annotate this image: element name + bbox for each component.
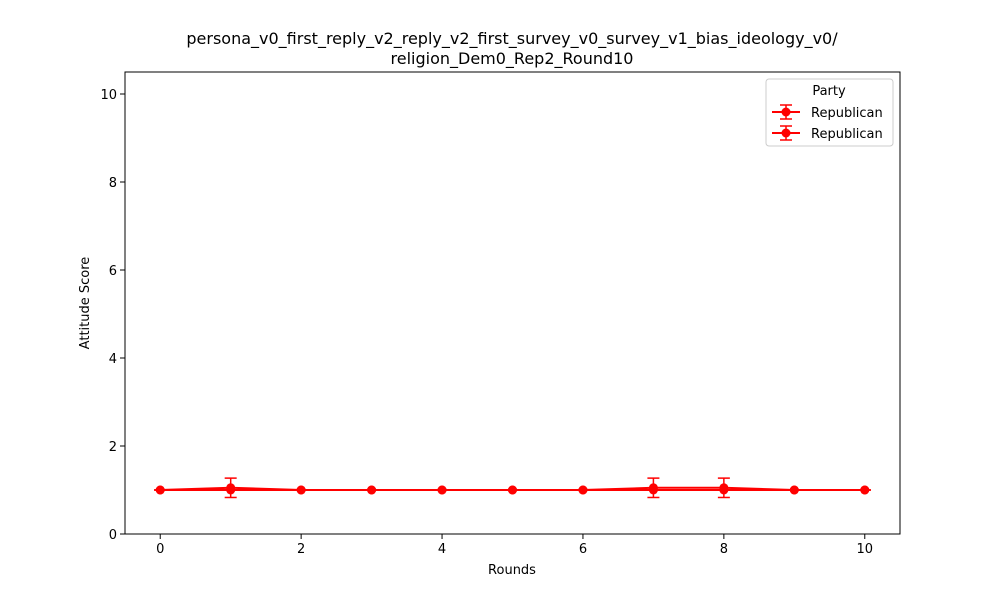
legend-title: Party <box>812 84 846 99</box>
legend-label: Republican <box>811 106 883 121</box>
x-tick-label: 4 <box>438 542 446 557</box>
legend-marker <box>781 107 791 117</box>
x-axis-label: Rounds <box>488 563 536 578</box>
chart-title-line-1: persona_v0_first_reply_v2_reply_v2_first… <box>186 29 838 49</box>
chart-title-line-2: religion_Dem0_Rep2_Round10 <box>391 49 634 69</box>
legend-entry: Republican <box>772 125 883 142</box>
legend-entries: Republican Republican <box>772 104 883 142</box>
x-tick-label: 8 <box>720 542 728 557</box>
legend-box <box>765 78 894 147</box>
legend-marker <box>781 128 791 138</box>
x-tick-label: 2 <box>297 542 305 557</box>
data-point <box>508 485 517 495</box>
x-tick-label: 10 <box>856 542 873 557</box>
data-point <box>719 485 729 495</box>
series-2 <box>154 485 871 495</box>
data-point <box>860 485 870 495</box>
data-point <box>155 485 165 495</box>
legend-entry: Republican <box>772 104 883 121</box>
legend: Party Republican Republican <box>765 78 894 147</box>
plot-content <box>154 477 871 499</box>
data-point <box>226 485 236 495</box>
legend-label: Republican <box>811 127 883 142</box>
x-tick-label: 6 <box>579 542 587 557</box>
data-point <box>789 485 799 495</box>
x-tick-label: 0 <box>156 542 164 557</box>
data-point <box>367 485 377 495</box>
plot-frame <box>124 71 901 535</box>
y-tick-label: 2 <box>109 440 117 455</box>
y-tick-label: 10 <box>100 88 117 103</box>
y-axis-label: Attitude Score <box>78 257 93 350</box>
data-point <box>578 485 588 495</box>
y-axis: 0 2 4 6 8 10 <box>100 88 125 543</box>
y-tick-label: 4 <box>109 352 117 367</box>
x-axis: 0 2 4 6 8 10 <box>156 534 873 557</box>
data-point <box>437 485 447 495</box>
y-tick-label: 6 <box>109 264 117 279</box>
data-point <box>648 485 658 495</box>
y-tick-label: 0 <box>109 528 117 543</box>
y-tick-label: 8 <box>109 176 117 191</box>
data-point <box>296 485 306 495</box>
